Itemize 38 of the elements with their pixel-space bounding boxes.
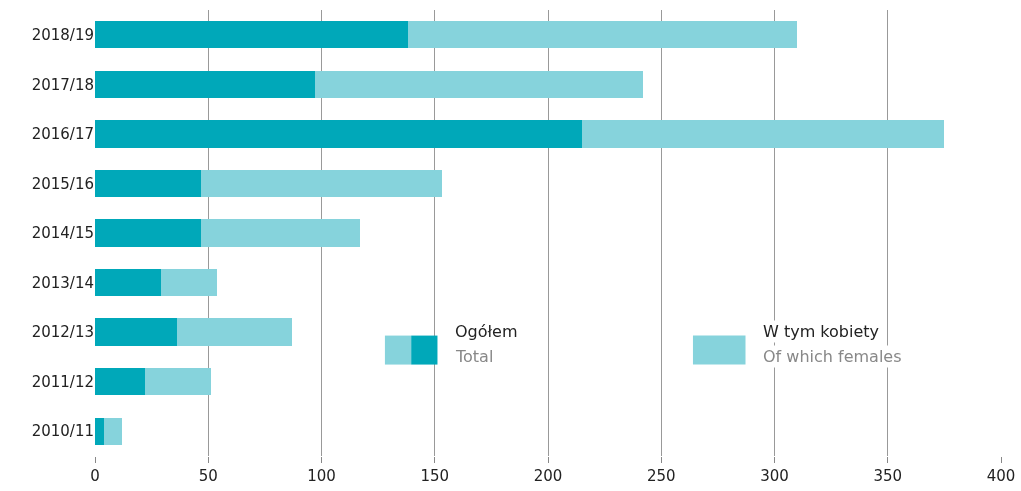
legend-label: W tym kobiety Of which females	[763, 322, 902, 366]
x-tick-label: 150	[420, 467, 450, 485]
x-tick-label: 200	[533, 467, 563, 485]
y-tick-label: 2018/19	[31, 26, 94, 45]
x-tick-label: 0	[90, 467, 100, 485]
bar	[95, 70, 315, 98]
bar	[104, 417, 123, 445]
bar	[314, 70, 644, 98]
y-tick-label: 2016/17	[31, 125, 94, 144]
x-tick-label: 400	[986, 467, 1016, 485]
y-tick-label: 2010/11	[31, 422, 94, 441]
y-tick-label: 2013/14	[31, 273, 94, 292]
bar	[201, 169, 442, 198]
x-tick-label: 300	[760, 467, 789, 485]
bar	[176, 318, 293, 346]
x-tick-label: 100	[307, 467, 336, 485]
x-tick-label: 50	[198, 467, 218, 485]
bar	[95, 21, 408, 49]
x-tick-label: 350	[873, 467, 903, 485]
bar	[95, 417, 105, 445]
bar	[95, 219, 202, 247]
bar	[201, 219, 361, 247]
legend-label: Ogółem Total	[455, 322, 518, 366]
y-tick-label: 2015/16	[31, 174, 94, 193]
y-tick-label: 2014/15	[31, 224, 94, 243]
y-tick-label: 2012/13	[31, 323, 94, 342]
bar	[581, 120, 945, 148]
bar	[95, 368, 145, 396]
bar	[95, 268, 161, 297]
bar	[95, 169, 202, 198]
bar	[144, 368, 211, 396]
y-tick-label: 2017/18	[31, 75, 94, 94]
bar	[95, 318, 177, 346]
bar	[95, 120, 582, 148]
x-tick-label: 250	[646, 467, 676, 485]
y-tick-label: 2011/12	[31, 372, 94, 391]
bar	[160, 268, 218, 297]
bar	[407, 21, 798, 49]
